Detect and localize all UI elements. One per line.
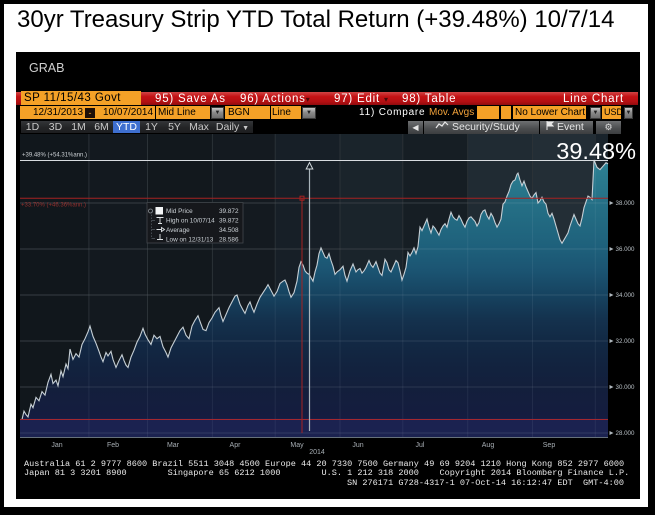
- svg-text:34.000: 34.000: [616, 292, 635, 299]
- svg-text:+39.48% (+54.31%ann.): +39.48% (+54.31%ann.): [22, 153, 87, 159]
- svg-text:May: May: [290, 442, 304, 449]
- svg-text:Low on 12/31/13: Low on 12/31/13: [166, 237, 214, 244]
- svg-text:36.000: 36.000: [616, 246, 635, 253]
- svg-text:Aug: Aug: [482, 442, 495, 449]
- svg-text:28.586: 28.586: [219, 237, 239, 244]
- svg-text:34.508: 34.508: [219, 227, 239, 234]
- svg-text:38.000: 38.000: [616, 200, 635, 207]
- svg-text:Jul: Jul: [416, 442, 425, 449]
- svg-text:39.872: 39.872: [219, 218, 239, 225]
- svg-text:Apr: Apr: [230, 442, 242, 449]
- svg-text:High on 10/07/14: High on 10/07/14: [166, 218, 215, 225]
- svg-text:Mid Price: Mid Price: [166, 208, 193, 215]
- svg-text:30.000: 30.000: [616, 384, 635, 391]
- svg-text:Jun: Jun: [352, 442, 363, 449]
- svg-text:Feb: Feb: [107, 442, 119, 449]
- svg-text:Average: Average: [166, 227, 190, 234]
- svg-text:Jan: Jan: [51, 442, 62, 449]
- svg-text:28.000: 28.000: [616, 430, 635, 437]
- svg-text:32.000: 32.000: [616, 338, 635, 345]
- svg-text:+33.70% (+46.36%ann.): +33.70% (+46.36%ann.): [21, 203, 86, 209]
- svg-text:39.872: 39.872: [219, 208, 239, 215]
- svg-text:Sep: Sep: [543, 442, 556, 449]
- svg-text:2014: 2014: [309, 449, 325, 456]
- svg-text:Mar: Mar: [167, 442, 180, 449]
